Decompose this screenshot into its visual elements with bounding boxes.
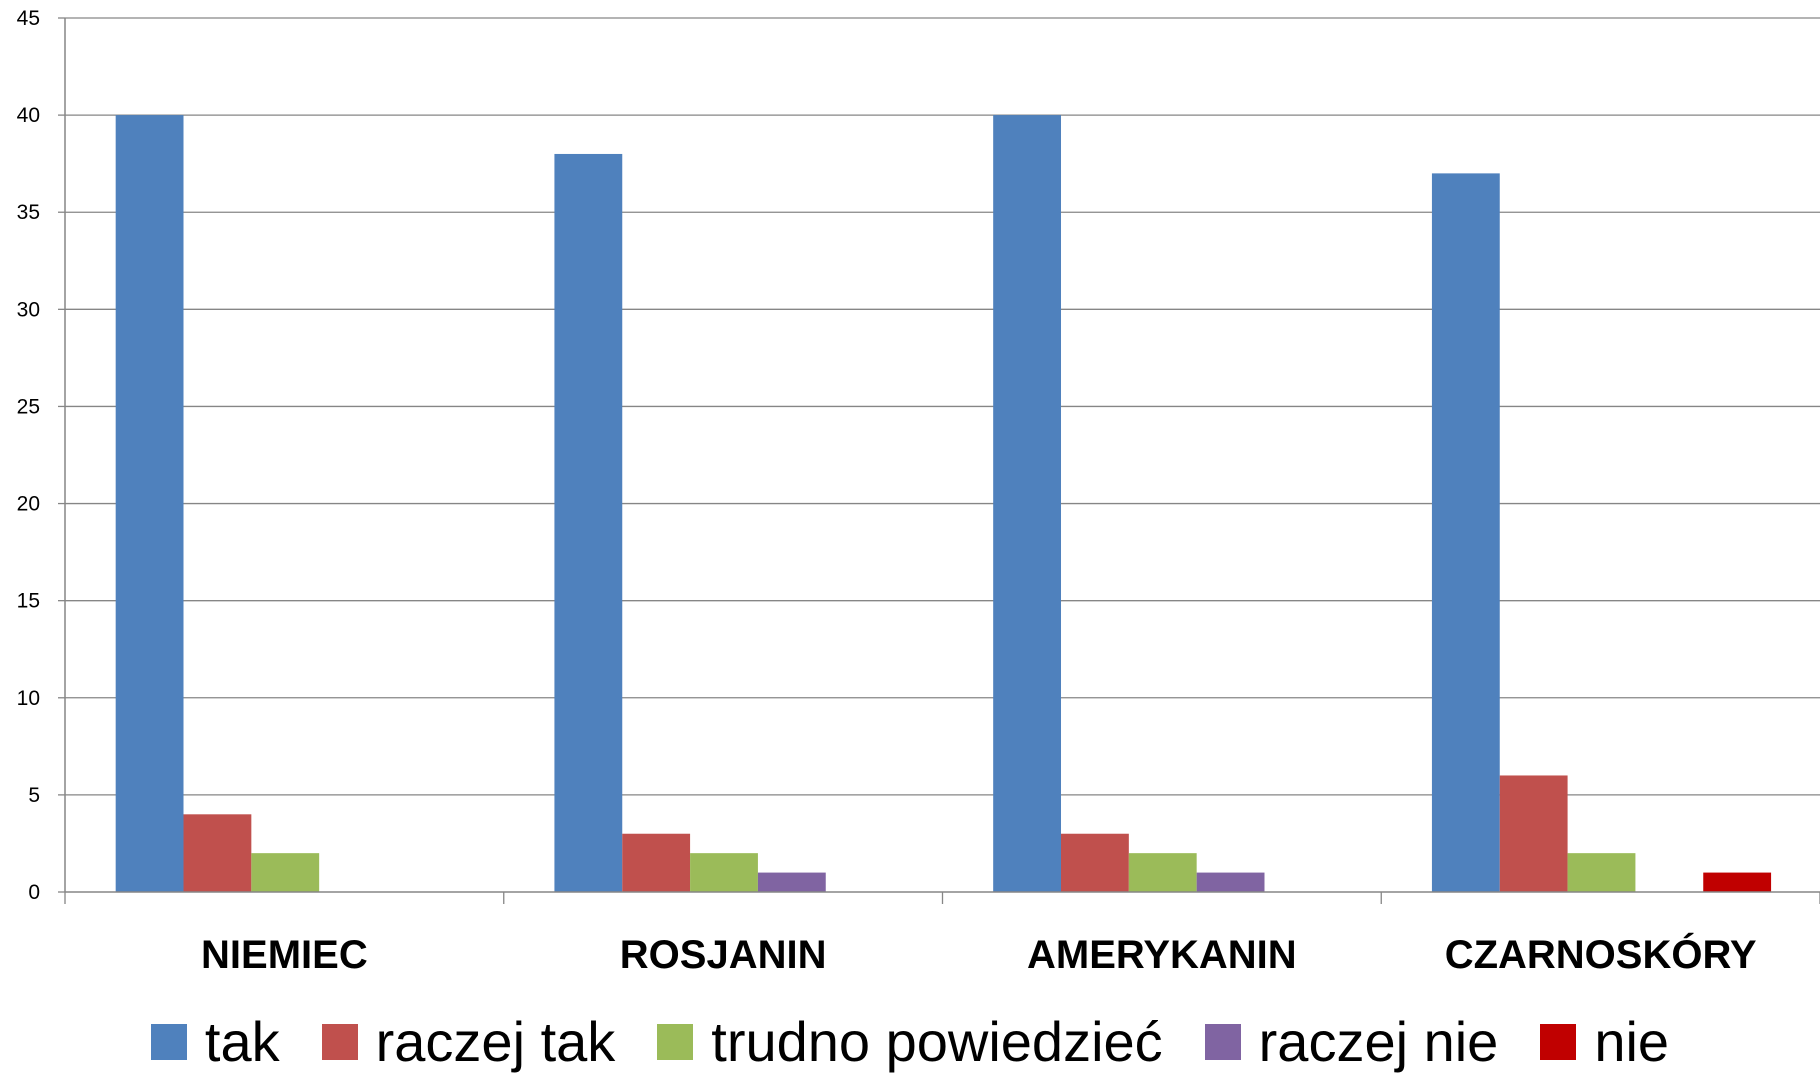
legend-label: raczej tak [375,1010,616,1073]
y-tick-label: 40 [17,104,40,127]
x-category-label: NIEMIEC [201,933,368,977]
y-tick-label: 5 [28,784,40,807]
bar [1061,833,1129,892]
legend: tak raczej tak trudno powiedzieć raczej nie… [0,1010,1820,1073]
y-tick-label: 10 [17,687,40,710]
bar [1431,173,1500,892]
y-tick-label: 45 [17,7,40,30]
axes [64,18,1820,904]
legend-swatch [150,1023,187,1060]
legend-item: tak [150,1009,280,1074]
bar [251,853,320,892]
legend-swatch [321,1023,358,1060]
y-tick-label: 25 [17,395,40,418]
chart: 0 5 10 15 20 25 30 35 40 45 NIEMIEC ROSJANIN AMERYK… [17,7,1820,977]
y-tick-label: 0 [28,881,40,904]
legend-swatch [1540,1023,1577,1060]
x-axis-category-labels: NIEMIEC ROSJANIN AMERYKANIN CZARNOSKÓRY [201,931,1757,977]
legend-label: trudno powiedzieć [711,1010,1163,1073]
bar [183,814,252,892]
legend-label: raczej nie [1258,1010,1499,1073]
legend-item: raczej nie [1204,1009,1499,1074]
legend-label: nie [1594,1010,1670,1073]
bar [1196,872,1265,892]
bars [115,115,1772,893]
legend-swatch [1204,1023,1241,1060]
x-category-label: CZARNOSKÓRY [1445,931,1757,977]
y-tick-label: 30 [17,298,40,321]
legend-item: trudno powiedzieć [657,1009,1163,1074]
gridlines [58,17,1820,893]
legend-swatch [657,1023,694,1060]
legend-item: nie [1540,1009,1669,1074]
x-category-label: AMERYKANIN [1027,933,1297,977]
bar [1128,853,1197,892]
bar [993,115,1062,893]
bar [757,872,826,892]
x-category-label: ROSJANIN [620,933,827,977]
bar [115,115,184,893]
bar [1567,853,1636,892]
bar [1703,872,1772,892]
bar [554,153,623,892]
bar [622,833,691,892]
legend-item: raczej tak [321,1009,616,1074]
y-tick-label: 15 [17,590,40,613]
y-axis-tick-labels: 0 5 10 15 20 25 30 35 40 45 [17,7,40,904]
legend-label: tak [204,1010,280,1073]
y-tick-label: 35 [17,201,40,224]
bar [1499,775,1568,892]
y-tick-label: 20 [17,493,40,516]
bar [690,853,758,892]
